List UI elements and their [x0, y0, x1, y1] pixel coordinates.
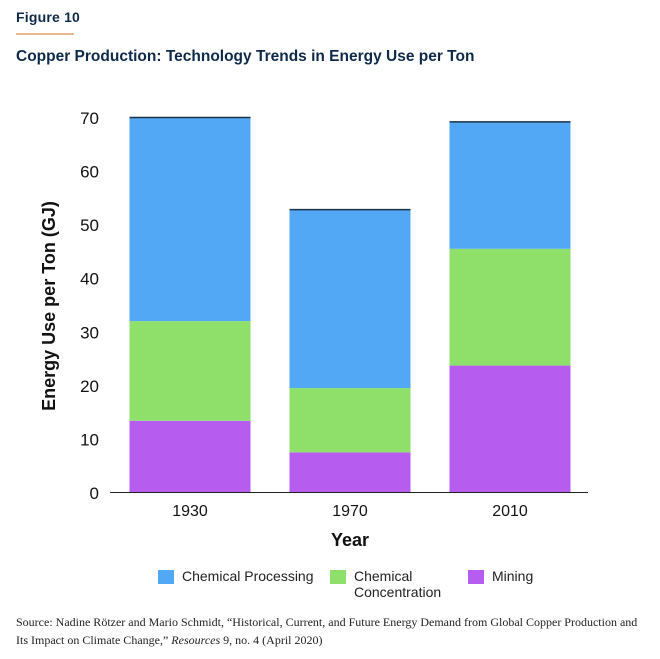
- legend-label-mining: Mining: [492, 568, 534, 584]
- y-tick-label: 40: [80, 270, 99, 289]
- y-tick-label: 60: [80, 163, 99, 182]
- y-tick-label: 70: [80, 109, 99, 128]
- bar-mining-2010: [449, 365, 571, 492]
- bar-chemical-processing-2010: [449, 121, 571, 249]
- y-tick-label: 10: [80, 430, 99, 449]
- legend-swatch-mining: [468, 570, 484, 584]
- source-details: 9, no. 4 (April 2020): [223, 633, 323, 647]
- bar-chemical-processing-1970: [289, 209, 411, 389]
- chart-title: Copper Production: Technology Trends in …: [16, 48, 475, 65]
- legend-item-chemical-processing: Chemical Processing: [158, 568, 314, 584]
- y-tick-label: 30: [80, 323, 99, 342]
- legend-label-chemical-concentration: Chemical Concentration: [354, 568, 442, 600]
- figure-label-underline: [16, 33, 74, 35]
- x-tick-label: 1970: [332, 503, 368, 520]
- x-axis-title: Year: [331, 530, 369, 550]
- chart-legend: Chemical Processing Chemical Concentrati…: [0, 568, 660, 608]
- x-tick-label: 1930: [172, 503, 208, 520]
- legend-label-chemical-processing: Chemical Processing: [182, 568, 314, 584]
- stacked-bar-chart: 0 10 20 30 40 50 60 70 1930 1970 2010 Year Energy Us…: [39, 109, 588, 550]
- y-tick-label: 20: [80, 377, 99, 396]
- y-axis-title: Energy Use per Ton (GJ): [39, 201, 59, 411]
- bar-chemical-concentration-2010: [449, 248, 571, 366]
- source-text: Source: Nadine Rötzer and Mario Schmidt,…: [16, 615, 638, 647]
- legend-swatch-chemical-concentration: [330, 570, 346, 584]
- figure-label: Figure 10: [16, 9, 81, 25]
- bar-chemical-concentration-1970: [289, 388, 411, 453]
- legend-item-mining: Mining: [468, 568, 533, 584]
- source-citation: Source: Nadine Rötzer and Mario Schmidt,…: [16, 613, 646, 649]
- bar-chemical-concentration-1930: [129, 321, 251, 421]
- source-journal: Resources: [171, 633, 221, 647]
- y-tick-label: 0: [90, 484, 99, 503]
- bar-mining-1970: [289, 452, 411, 492]
- y-tick-label: 50: [80, 216, 99, 235]
- x-tick-label: 2010: [492, 503, 528, 520]
- legend-swatch-chemical-processing: [158, 570, 174, 584]
- legend-item-chemical-concentration: Chemical Concentration: [330, 568, 441, 600]
- bar-chemical-processing-1930: [129, 117, 251, 322]
- bar-mining-1930: [129, 420, 251, 492]
